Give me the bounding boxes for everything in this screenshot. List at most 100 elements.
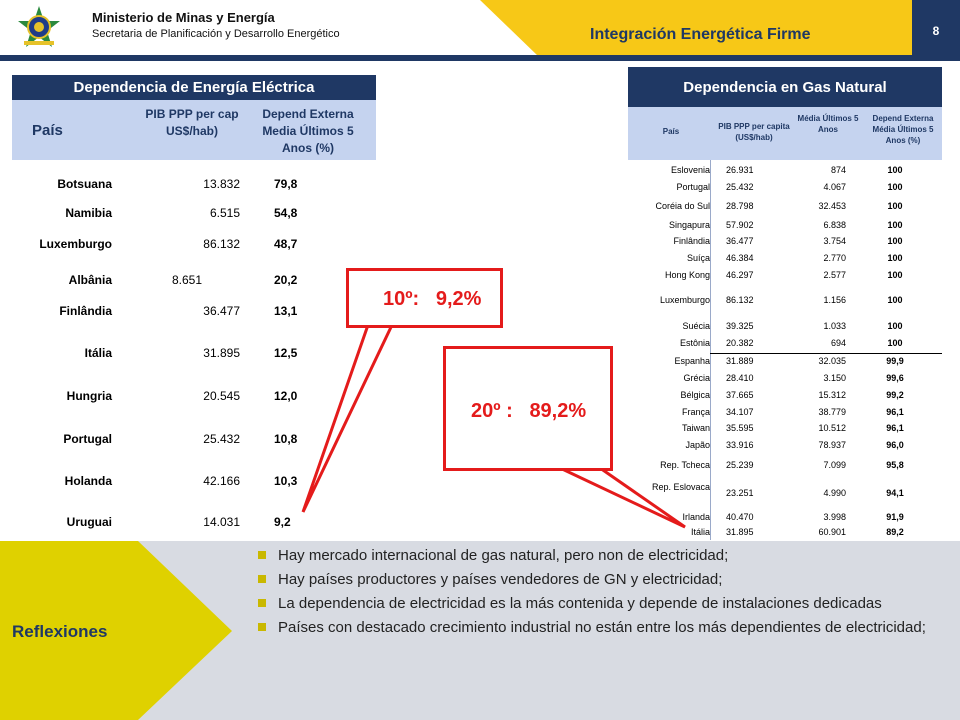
dependence-cell: 100 <box>887 236 903 246</box>
table-row: Albânia 8.651 20,2 <box>12 273 342 293</box>
pib-cell: 14.031 <box>203 515 240 529</box>
secretaria-name: Secretaria de Planificación y Desarrollo… <box>92 28 340 40</box>
dependence-cell: 12,5 <box>274 346 298 360</box>
list-item: Países con destacado crecimiento industr… <box>258 618 948 637</box>
bullet-square-icon <box>258 551 266 559</box>
header-divider <box>0 55 960 61</box>
country-cell: Albânia <box>68 273 112 287</box>
gas-cell: 38.779 <box>818 407 846 417</box>
country-cell: Finlândia <box>59 304 112 318</box>
ministry-name: Ministerio de Minas y Energía <box>92 10 275 25</box>
table-row: Uruguai 14.031 9,2 <box>12 515 342 535</box>
gas-cell: 4.067 <box>823 182 846 192</box>
gas-col-country: País <box>662 127 680 136</box>
gas-cell: 3.150 <box>823 373 846 383</box>
country-cell: Suécia <box>682 321 710 331</box>
table-row: Namibia 6.515 54,8 <box>12 206 342 226</box>
table-row: Finlândia 36.477 3.754 100 <box>628 236 942 252</box>
country-cell: Uruguai <box>66 515 112 529</box>
dependence-cell: 96,1 <box>886 407 904 417</box>
gas-cell: 694 <box>830 338 846 348</box>
table-row: Luxemburgo 86.132 1.156 100 <box>628 295 942 311</box>
table-row: França 34.107 38.779 96,1 <box>628 407 942 423</box>
dependence-cell: 95,8 <box>886 460 904 470</box>
dependence-cell: 100 <box>887 165 903 175</box>
table-row: Suíça 46.384 2.770 100 <box>628 253 942 269</box>
pib-cell: 6.515 <box>209 206 240 220</box>
dependence-cell: 99,2 <box>886 390 904 400</box>
country-cell: Singapura <box>668 220 710 230</box>
electric-table-title: Dependencia de Energía Eléctrica <box>12 75 376 100</box>
table-row: Portugal 25.432 4.067 100 <box>628 182 942 198</box>
pib-cell: 86.132 <box>203 237 240 251</box>
gas-col-dep: Depend Externa Média Últimos 5 Anos (%) <box>872 114 934 145</box>
dependence-cell: 100 <box>887 295 903 305</box>
pib-cell: 33.916 <box>726 440 754 450</box>
pib-cell: 42.166 <box>203 474 240 488</box>
page-number: 8 <box>932 24 940 38</box>
coat-of-arms-icon <box>18 6 60 47</box>
gas-rank-callout: 20º : 89,2% <box>443 346 613 471</box>
dependence-cell: 48,7 <box>274 237 298 251</box>
list-item: La dependencia de electricidad es la más… <box>258 594 948 613</box>
country-cell: Estônia <box>679 338 710 348</box>
gas-cell: 7.099 <box>823 460 846 470</box>
gas-cell: 10.512 <box>818 423 846 433</box>
pib-cell: 28.798 <box>726 201 754 211</box>
dependence-cell: 100 <box>887 338 903 348</box>
dependence-cell: 10,3 <box>274 474 298 488</box>
pib-cell: 34.107 <box>726 407 754 417</box>
country-cell: Grécia <box>683 373 710 383</box>
dependence-cell: 100 <box>887 270 903 280</box>
bullet-square-icon <box>258 575 266 583</box>
pib-cell: 25.432 <box>203 432 240 446</box>
table-row: Rep. Eslovaca 23.251 4.990 94,1 <box>628 481 942 505</box>
reflexiones-list: Hay mercado internacional de gas natural… <box>258 546 948 642</box>
country-cell: Irlanda <box>682 512 710 522</box>
country-cell: Holanda <box>64 474 112 488</box>
gas-col-media: Média Últimos 5 Anos <box>797 114 859 134</box>
page-number-box: 8 <box>912 0 960 60</box>
gas-col-pib: PIB PPP per capita (US$/hab) <box>718 122 790 142</box>
gas-cell: 3.998 <box>823 512 846 522</box>
pib-cell: 36.477 <box>203 304 240 318</box>
table-row: Coréia do Sul 28.798 32.453 100 <box>628 201 942 217</box>
dependence-cell: 13,1 <box>274 304 298 318</box>
pib-cell: 31.895 <box>203 346 240 360</box>
dependence-cell: 100 <box>887 182 903 192</box>
country-cell: Rep. Tcheca <box>660 460 710 470</box>
electric-rank-callout: 10º: 9,2% <box>346 268 503 328</box>
pib-cell: 13.832 <box>203 177 240 191</box>
gas-table-separator <box>710 353 942 354</box>
dependence-cell: 96,0 <box>886 440 904 450</box>
pib-cell: 57.902 <box>726 220 754 230</box>
pib-cell: 31.889 <box>726 356 754 366</box>
pib-cell: 20.545 <box>203 389 240 403</box>
pib-cell: 46.384 <box>726 253 754 263</box>
country-cell: Portugal <box>676 182 710 192</box>
table-row: Espanha 31.889 32.035 99,9 <box>628 356 942 372</box>
title-band <box>480 0 920 56</box>
gas-cell: 1.156 <box>823 295 846 305</box>
dependence-cell: 54,8 <box>274 206 298 220</box>
gas-cell: 4.990 <box>823 488 846 498</box>
table-row: Bélgica 37.665 15.312 99,2 <box>628 390 942 406</box>
dependence-cell: 99,9 <box>886 356 904 366</box>
table-row: Singapura 57.902 6.838 100 <box>628 220 942 236</box>
table-row: Itália 31.895 12,5 <box>12 346 342 366</box>
country-cell: Luxemburgo <box>39 237 112 251</box>
dependence-cell: 100 <box>887 253 903 263</box>
pib-cell: 39.325 <box>726 321 754 331</box>
country-cell: Hungria <box>66 389 112 403</box>
gas-cell: 78.937 <box>818 440 846 450</box>
electric-rank-text: 10º: 9,2% <box>383 288 482 310</box>
gas-cell: 2.770 <box>823 253 846 263</box>
reflexiones-label: Reflexiones <box>12 622 108 641</box>
bullet-square-icon <box>258 623 266 631</box>
dependence-cell: 96,1 <box>886 423 904 433</box>
electric-col-dep: Depend Externa Media Últimos 5 Anos (%) <box>262 107 354 155</box>
gas-cell: 3.754 <box>823 236 846 246</box>
dependence-cell: 91,9 <box>886 512 904 522</box>
country-cell: Namibia <box>65 206 112 220</box>
table-row: Rep. Tcheca 25.239 7.099 95,8 <box>628 460 942 476</box>
